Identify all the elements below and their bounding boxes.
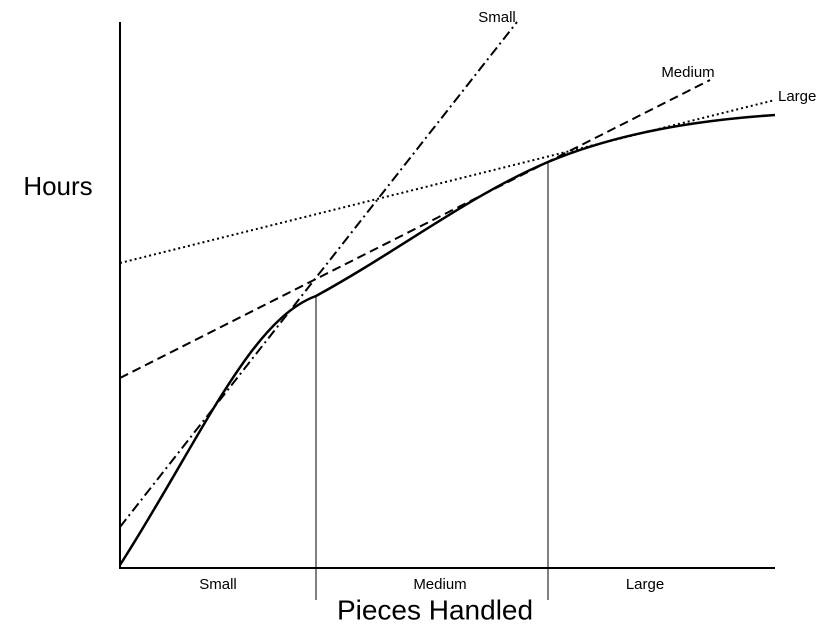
- region-label: Large: [626, 576, 664, 593]
- line-label: Medium: [661, 64, 714, 81]
- line-label: Large: [778, 88, 816, 105]
- region-label: Medium: [413, 576, 466, 593]
- hours-curve: [118, 113, 776, 566]
- y-axis-label: Hours: [23, 171, 92, 201]
- region-label: Small: [199, 576, 237, 593]
- line-label: Small: [478, 9, 516, 26]
- small-tangent: [119, 21, 518, 528]
- x-axis-label: Pieces Handled: [337, 594, 533, 625]
- large-tangent: [119, 99, 776, 264]
- medium-tangent: [119, 79, 711, 379]
